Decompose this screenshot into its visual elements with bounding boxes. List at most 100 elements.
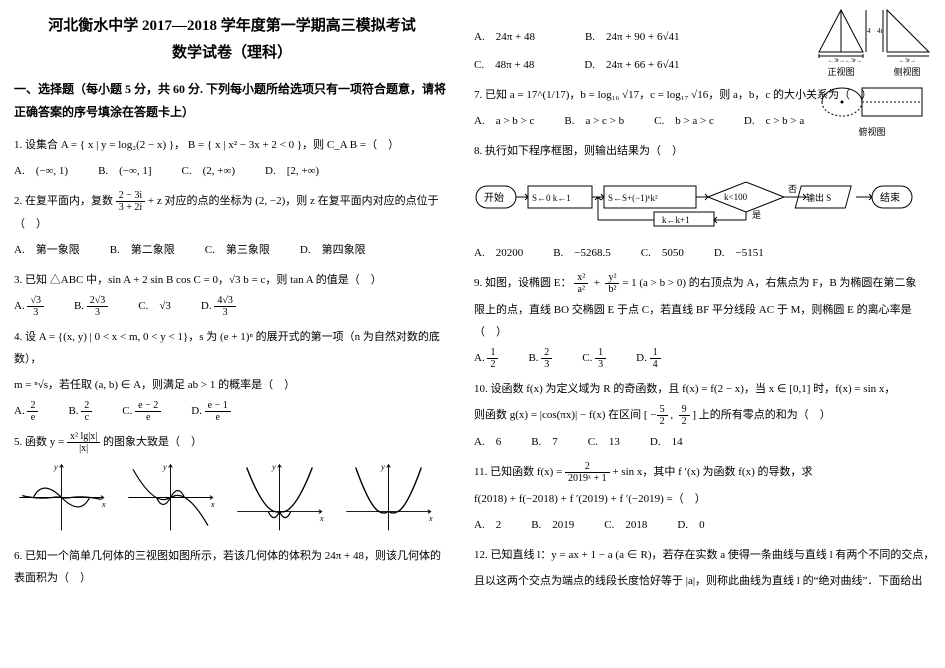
q7-opt-d: D. c > b > a: [744, 110, 804, 132]
q2-stem: 2. 在复平面内，复数 2 − 3i 3 + 2i + z 对应的点的坐标为 (…: [14, 190, 450, 235]
q4c-d: e: [135, 412, 161, 423]
q9-opt-a: A. 12: [474, 347, 498, 370]
svg-text:结束: 结束: [880, 191, 900, 204]
q2-frac-den: 3 + 2i: [116, 202, 145, 213]
question-10: 10. 设函数 f(x) 为定义域为 R 的奇函数，且 f(x) = f(2 −…: [474, 378, 935, 453]
q10-opt-d: D. 14: [650, 431, 683, 453]
top-view: 俯视图: [812, 82, 932, 138]
side-view-label: 侧视图: [877, 65, 937, 78]
q9-opt-b: B. 23: [528, 347, 552, 370]
svg-text:y: y: [271, 461, 276, 471]
q11-stem-post: + sin x，其中 f ′(x) 为函数 f(x) 的导数，求: [612, 466, 812, 478]
q11-opt-d: D. 0: [677, 514, 704, 536]
q4-options: A. 2e B. 2c C. e − 2e D. e − 1e: [14, 400, 450, 423]
q1-opt-b: B. (−∞, 1]: [98, 160, 151, 182]
q3-opt-d: D. 4√33: [201, 295, 236, 318]
svg-text:←3r→←3r→: ←3r→←3r→: [828, 58, 862, 62]
svg-text:←3r→: ←3r→: [899, 58, 916, 62]
q1-opt-a: A. (−∞, 1): [14, 160, 68, 182]
svg-text:4r: 4r: [877, 27, 884, 35]
q4-opt-d: D. e − 1e: [191, 400, 231, 423]
q3a-n: √3: [27, 295, 44, 307]
q4-opt-a: A. 2e: [14, 400, 38, 423]
q1-opt-c: C. (2, +∞): [182, 160, 235, 182]
svg-text:y: y: [162, 461, 167, 471]
q11-opt-a: A. 2: [474, 514, 501, 536]
question-9: 9. 如图，设椭圆 E： x²a² + y²b² = 1 (a > b > 0)…: [474, 272, 935, 370]
svg-text:k<100: k<100: [724, 192, 748, 202]
q11-fraction: 2 2019ˣ + 1: [565, 461, 610, 484]
q4d-d: e: [205, 412, 231, 423]
q12-stem2: 且以这两个交点为端点的线段长度恰好等于 |a|，则称此曲线为直线 l 的“绝对曲…: [474, 570, 935, 592]
q8-flowchart: 开始 S←0 k←1 S←S+(−1)ᵏk² k<100 否 输出 S: [474, 168, 935, 236]
q3-stem: 3. 已知 △ABC 中，sin A + 2 sin B cos C = 0，√…: [14, 269, 450, 291]
exam-title-main: 河北衡水中学 2017—2018 学年度第一学期高三模拟考试: [14, 14, 450, 35]
q8-opt-b: B. −5268.5: [553, 242, 611, 264]
q5-frac-d: |x|: [67, 443, 100, 454]
q4c-n: e − 2: [135, 400, 161, 412]
q11-opt-b: B. 2019: [531, 514, 574, 536]
q1-options: A. (−∞, 1) B. (−∞, 1] C. (2, +∞) D. [2, …: [14, 160, 450, 182]
svg-text:开始: 开始: [484, 191, 504, 204]
q7-opt-b: B. a > c > b: [564, 110, 624, 132]
exam-title-sub: 数学试卷（理科）: [14, 41, 450, 62]
q3-options: A. √33 B. 2√33 C. √3 D. 4√33: [14, 295, 450, 318]
q11-options: A. 2 B. 2019 C. 2018 D. 0: [474, 514, 935, 536]
q6-opt-d: D. 24π + 66 + 6√41: [584, 54, 679, 76]
svg-text:否: 否: [788, 184, 797, 194]
question-11: 11. 已知函数 f(x) = 2 2019ˣ + 1 + sin x，其中 f…: [474, 461, 935, 536]
question-8: 8. 执行如下程序框图，则输出结果为（ ） 开始 S←0 k←1 S←S+(−1…: [474, 140, 935, 264]
q2-opt-d: D. 第四象限: [300, 239, 366, 261]
q3-opt-a: A. √33: [14, 295, 44, 318]
svg-text:输出 S: 输出 S: [806, 192, 831, 203]
q9-ell-frac2: y²b²: [605, 272, 619, 295]
question-5: 5. 函数 y = x² lg|x| |x| 的图象大致是（ ） x y: [14, 431, 450, 535]
q6-opt-c: C. 48π + 48: [474, 54, 534, 76]
svg-text:S←S+(−1)ᵏk²: S←S+(−1)ᵏk²: [608, 193, 658, 203]
svg-text:y: y: [380, 461, 385, 471]
right-column: ←3r→←3r→ 4r 正视图 ←3r→ 4r 侧视图: [460, 0, 945, 668]
question-2: 2. 在复平面内，复数 2 − 3i 3 + 2i + z 对应的点的坐标为 (…: [14, 190, 450, 261]
question-3: 3. 已知 △ABC 中，sin A + 2 sin B cos C = 0，√…: [14, 269, 450, 318]
q5-graph-b: x y: [123, 460, 218, 535]
svg-text:y: y: [53, 461, 58, 471]
q6-stem: 6. 已知一个简单几何体的三视图如图所示，若该几何体的体积为 24π + 48，…: [14, 545, 450, 589]
q2-opt-c: C. 第三象限: [205, 239, 270, 261]
q9-options: A. 12 B. 23 C. 13 D. 14: [474, 347, 935, 370]
q2-opt-b: B. 第二象限: [110, 239, 175, 261]
q10-opt-a: A. 6: [474, 431, 501, 453]
q4-opt-c: C. e − 2e: [122, 400, 161, 423]
svg-text:k←k+1: k←k+1: [662, 215, 690, 225]
q10-stem1: 10. 设函数 f(x) 为定义域为 R 的奇函数，且 f(x) = f(2 −…: [474, 378, 935, 400]
q8-options: A. 20200 B. −5268.5 C. 5050 D. −5151: [474, 242, 935, 264]
q4-stem1: 4. 设 A = {(x, y) | 0 < x < m, 0 < y < 1}…: [14, 326, 450, 370]
q6-opt-b: B. 24π + 90 + 6√41: [585, 26, 680, 48]
q6-opt-a: A. 24π + 48: [474, 26, 535, 48]
q1-opt-d: D. [2, +∞): [265, 160, 319, 182]
question-12: 12. 已知直线 l：y = ax + 1 − a (a ∈ R)，若存在实数 …: [474, 544, 935, 592]
svg-text:是: 是: [752, 210, 761, 220]
q2-options: A. 第一象限 B. 第二象限 C. 第三象限 D. 第四象限: [14, 239, 450, 261]
top-view-label: 俯视图: [812, 125, 932, 138]
q3b-n: 2√3: [87, 295, 109, 307]
q10-opt-b: B. 7: [531, 431, 558, 453]
side-view: ←3r→ 4r 侧视图: [877, 6, 937, 78]
q10-stem2: 则函数 g(x) = |cos(πx)| − f(x) 在区间 [ −52 , …: [474, 404, 935, 427]
q4a-d: e: [27, 412, 38, 423]
q10-opt-c: C. 13: [588, 431, 620, 453]
q11-stem-pre: 11. 已知函数 f(x) =: [474, 466, 565, 478]
q5-stem-pre: 5. 函数 y =: [14, 436, 67, 448]
q12-stem1: 12. 已知直线 l：y = ax + 1 − a (a ∈ R)，若存在实数 …: [474, 544, 935, 566]
left-column: 河北衡水中学 2017—2018 学年度第一学期高三模拟考试 数学试卷（理科） …: [0, 0, 460, 668]
q10-options: A. 6 B. 7 C. 13 D. 14: [474, 431, 935, 453]
q8-opt-c: C. 5050: [641, 242, 684, 264]
q3b-d: 3: [87, 307, 109, 318]
q4-opt-b: B. 2c: [68, 400, 92, 423]
q4b-n: 2: [81, 400, 92, 412]
q9-stem1: 9. 如图，设椭圆 E： x²a² + y²b² = 1 (a > b > 0)…: [474, 272, 935, 295]
q5-graph-c: x y: [232, 460, 327, 535]
q2-stem-pre: 2. 在复平面内，复数: [14, 195, 116, 207]
svg-text:S←0 k←1: S←0 k←1: [532, 193, 571, 203]
q8-opt-a: A. 20200: [474, 242, 523, 264]
q11-stem1: 11. 已知函数 f(x) = 2 2019ˣ + 1 + sin x，其中 f…: [474, 461, 935, 484]
